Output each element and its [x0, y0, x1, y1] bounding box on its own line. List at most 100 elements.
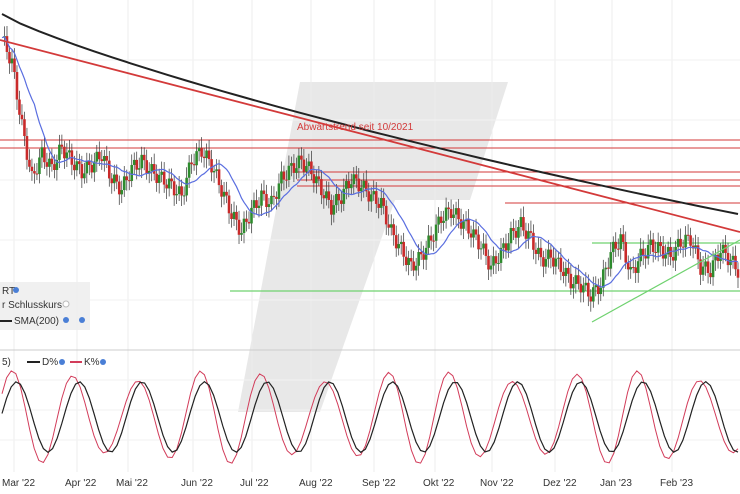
sma-short-line [1, 36, 739, 288]
x-axis-label: Jan '23 [600, 478, 632, 489]
candle-body [731, 255, 735, 260]
candle-body [631, 267, 635, 269]
candle-body [407, 258, 410, 266]
candlesticks [3, 26, 740, 312]
candle-body [716, 254, 720, 262]
candle-body [726, 252, 730, 266]
osc-k-toggle-icon[interactable] [100, 359, 106, 365]
candle-body [684, 234, 687, 248]
osc-d-toggle-icon[interactable] [59, 359, 65, 365]
candle-body [182, 195, 186, 197]
candle-body [534, 249, 538, 254]
candle-body [155, 173, 158, 183]
candle-body [619, 234, 623, 250]
x-axis-label: Dez '22 [543, 478, 577, 489]
candle-body [394, 235, 398, 249]
candle-body [272, 195, 276, 197]
d-percent-line [1, 380, 739, 454]
candle-body [377, 203, 381, 208]
candle-body [352, 174, 356, 185]
candle-body [340, 200, 343, 204]
candle-body [192, 164, 196, 166]
candle-body [197, 147, 201, 152]
candle-body [157, 174, 161, 183]
candle-body [28, 159, 31, 167]
candle-body [275, 196, 278, 199]
candle-body [150, 164, 153, 171]
candle-body [482, 243, 485, 249]
candle-body [554, 258, 558, 267]
candle-body [147, 170, 151, 174]
candle-body [696, 245, 700, 260]
legend-sma-settings-icon[interactable] [79, 317, 85, 323]
candle-body [437, 216, 440, 225]
candle-body [247, 221, 251, 224]
candle-body [599, 287, 603, 295]
candle-body [644, 255, 647, 259]
candle-body [185, 177, 188, 196]
downtrend-line [0, 39, 740, 233]
candle-body [609, 252, 613, 269]
candle-body [200, 147, 203, 157]
candle-body [63, 146, 66, 159]
candle-body [35, 173, 39, 175]
candle-body [347, 181, 351, 189]
candle-body [582, 285, 585, 293]
candle-body [282, 171, 286, 180]
candle-body [624, 241, 628, 263]
candle-body [25, 136, 29, 160]
candle-body [217, 169, 221, 186]
trend-annotation: Abwärtstrend seit 10/2021 [297, 122, 414, 133]
candle-body [295, 168, 298, 173]
candle-body [172, 181, 176, 196]
candle-body [706, 261, 710, 273]
candle-body [729, 259, 732, 266]
candle-body [402, 241, 405, 257]
candle-body [444, 207, 448, 221]
candle-body [20, 114, 24, 120]
candle-body [15, 72, 19, 100]
candle-body [55, 159, 59, 171]
candle-body [641, 248, 645, 256]
candle-body [524, 230, 528, 239]
candle-body [469, 233, 473, 238]
candle-body [225, 191, 228, 196]
watermark-logo [238, 82, 508, 412]
candle-body [305, 166, 308, 172]
candle-body [362, 180, 366, 188]
candle-body [509, 227, 513, 244]
candle-body [651, 239, 655, 252]
candle-body [532, 232, 535, 250]
candle-body [649, 239, 652, 245]
candle-body [584, 282, 588, 286]
x-axis-label: Jul '22 [240, 478, 269, 489]
candle-body [287, 165, 291, 180]
candle-body [90, 165, 94, 173]
candle-body [100, 159, 104, 162]
legend-close-toggle-icon[interactable] [62, 300, 70, 308]
candle-body [514, 230, 518, 238]
osc-k-label: K% [84, 357, 100, 368]
candle-body [227, 195, 231, 214]
candle-body [606, 267, 610, 269]
candle-body [387, 224, 391, 228]
candle-body [382, 198, 386, 206]
candle-body [399, 241, 403, 245]
candle-body [255, 200, 258, 208]
candle-body [404, 256, 408, 266]
candle-body [235, 211, 238, 220]
candle-body [379, 198, 383, 208]
candle-body [611, 241, 615, 253]
candle-body [409, 258, 413, 262]
candle-body [392, 224, 396, 236]
candle-body [447, 207, 450, 210]
legend-settings-icon[interactable] [13, 287, 19, 293]
candle-body [489, 265, 493, 270]
candle-body [497, 262, 500, 264]
legend-sma-toggle-icon[interactable] [63, 317, 69, 323]
candle-body [674, 246, 677, 261]
candle-body [332, 205, 336, 215]
candle-body [422, 254, 425, 260]
candle-body [479, 248, 483, 250]
